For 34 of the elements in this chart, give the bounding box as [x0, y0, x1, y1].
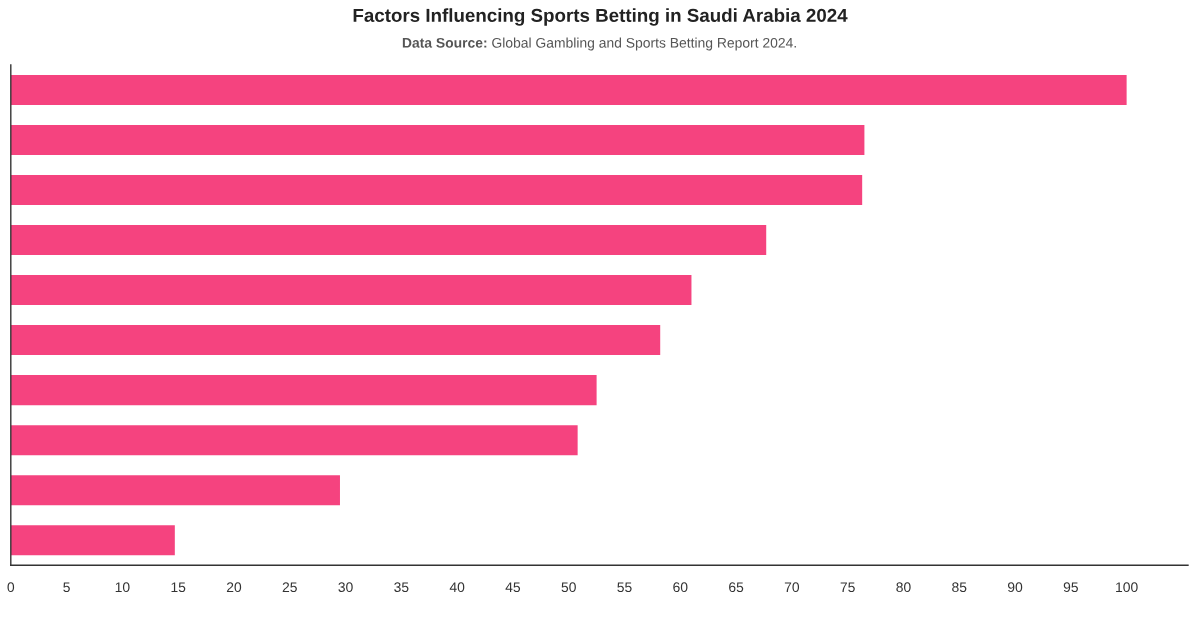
x-tick-label: 75: [840, 582, 855, 593]
bar: [10, 375, 597, 406]
x-tick-label: 85: [952, 582, 967, 593]
x-tick-label: 50: [561, 582, 576, 593]
x-tick-label: 30: [338, 582, 353, 593]
x-tick-label: 45: [505, 582, 521, 593]
x-tick-label: 0: [7, 582, 15, 593]
x-tick-label: 90: [1007, 582, 1023, 593]
chart-title: Factors Influencing Sports Betting in Saudi Arabia 2024: [353, 8, 848, 26]
bar: [10, 175, 863, 206]
x-tick-label: 55: [617, 582, 632, 593]
x-tick-label: 70: [784, 582, 800, 593]
x-tick-label: 35: [394, 582, 409, 593]
x-tick-label: 80: [896, 582, 911, 593]
x-tick-label: 15: [171, 582, 186, 593]
x-tick-label: 40: [449, 582, 465, 593]
x-tick-label: 100: [1116, 582, 1138, 593]
text: Global Gambling and Sports Betting Report 2024.: [492, 37, 796, 51]
x-tick-label: 65: [729, 582, 744, 593]
bar: [10, 475, 340, 506]
source-note: Data Source:: [402, 37, 487, 48]
bar: [10, 275, 692, 306]
bar: [10, 525, 175, 556]
x-tick-label: 10: [115, 582, 130, 593]
x-tick-label: 25: [282, 582, 297, 593]
bar: [10, 75, 1127, 106]
x-tick-label: 60: [673, 582, 688, 593]
x-tick-label: 20: [226, 582, 242, 593]
bar: [10, 125, 865, 156]
bar: [10, 425, 578, 456]
x-tick-label: 5: [63, 582, 70, 593]
x-tick-label: 95: [1063, 582, 1078, 593]
bar: [10, 325, 661, 356]
bar: [10, 225, 767, 256]
